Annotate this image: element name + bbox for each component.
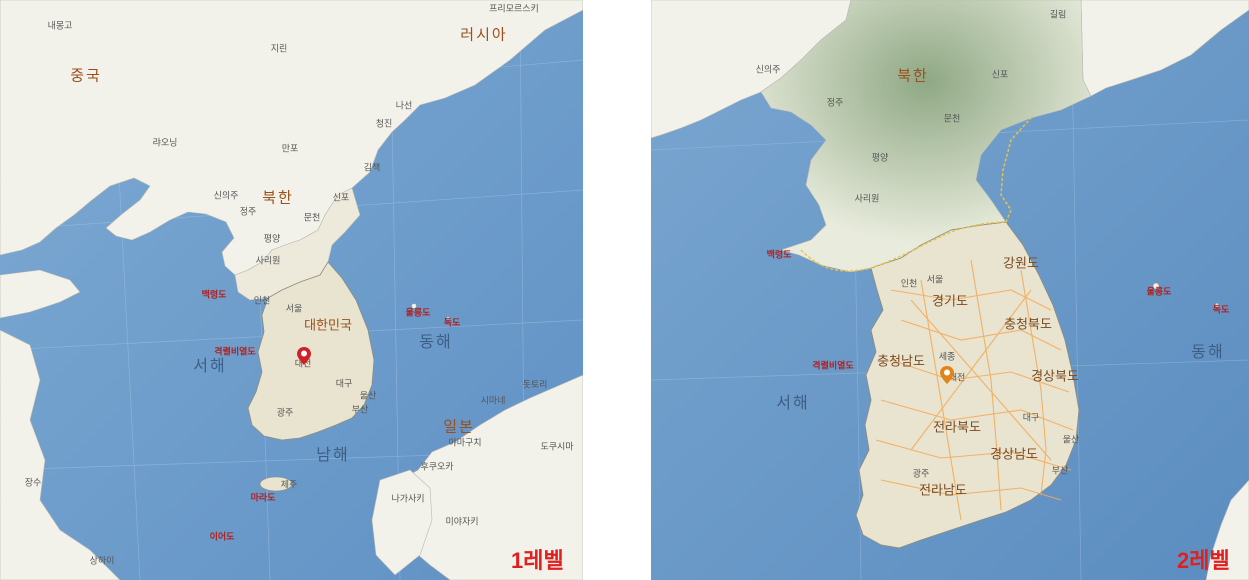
map-label: 대구 <box>335 379 353 390</box>
map-label: 나선 <box>395 101 413 112</box>
map-label: 대전 <box>948 373 966 384</box>
border-line <box>800 117 1032 272</box>
location-pin-icon[interactable] <box>940 366 954 384</box>
map-label: 김책 <box>363 163 381 174</box>
map-label: 북한 <box>897 66 929 85</box>
map-label: 울산 <box>359 391 377 402</box>
map-label: 세종 <box>938 352 956 363</box>
map-label: 나가사키 <box>391 494 425 505</box>
map-label: 청진 <box>375 119 393 130</box>
map-label: 시마네 <box>480 396 506 407</box>
map-label: 상하이 <box>89 556 115 567</box>
map-label: 부산 <box>1051 466 1069 477</box>
map-label: 미야자키 <box>445 517 479 528</box>
map-label: 광주 <box>276 408 294 419</box>
map-label: 길림 <box>1049 10 1067 21</box>
map-label: 서울 <box>285 304 303 315</box>
map-canvas-level-1[interactable] <box>0 0 583 580</box>
japan-land <box>1205 479 1249 580</box>
map-label: 백령도 <box>766 250 792 261</box>
map-label: 동해 <box>1191 342 1225 361</box>
map-label: 대구 <box>1022 413 1040 424</box>
map-label: 울릉도 <box>405 308 431 319</box>
map-panel-level-2[interactable]: 길림 신의주 북한 신포 정주 문천 평양 사리원 백령도 강원도 울릉도 인천… <box>651 0 1249 580</box>
japan-kyushu <box>371 469 433 576</box>
map-label: 강원도 <box>1003 256 1039 272</box>
map-label: 충청남도 <box>877 354 925 370</box>
map-label: 신포 <box>332 193 350 204</box>
location-pin-icon[interactable] <box>297 347 311 365</box>
ulleungdo-dot <box>411 303 417 309</box>
map-label: 광주 <box>912 469 930 480</box>
shandong-peninsula <box>0 269 81 319</box>
map-label: 마라도 <box>250 493 276 504</box>
map-label: 인천 <box>253 296 271 307</box>
map-label: 전라북도 <box>933 420 981 436</box>
map-label: 도쿠시마 <box>540 442 574 453</box>
map-label: 돗토리 <box>522 380 548 391</box>
mainland-china-russia <box>0 0 583 276</box>
map-label: 사리원 <box>255 256 281 267</box>
map-label: 경상남도 <box>990 447 1038 463</box>
map-label: 인천 <box>900 279 918 290</box>
map-label: 제주 <box>280 480 298 491</box>
map-label: 서해 <box>193 356 227 375</box>
map-label: 대전 <box>294 359 312 370</box>
map-label: 부산 <box>351 405 369 416</box>
map-label: 정주 <box>239 207 257 218</box>
map-label: 내몽고 <box>47 21 73 32</box>
jeju-island <box>259 476 293 492</box>
map-label: 이어도 <box>209 532 235 543</box>
map-label: 평양 <box>871 153 889 164</box>
map-label: 신의주 <box>755 65 781 76</box>
map-label: 경기도 <box>932 294 968 310</box>
road-network <box>875 259 1074 521</box>
map-label: 일본 <box>443 417 475 436</box>
ulleungdo-dot <box>1152 282 1160 290</box>
map-label: 서울 <box>926 275 944 286</box>
map-label: 장수 <box>24 478 42 489</box>
map-label: 문천 <box>943 114 961 125</box>
level-label: 1레벨 <box>511 548 564 573</box>
map-label: 전라남도 <box>919 483 967 499</box>
map-label: 남해 <box>316 445 350 464</box>
south-korea-land <box>247 261 375 441</box>
map-label: 만포 <box>281 144 299 155</box>
dokdo-dot <box>1214 302 1220 308</box>
map-label: 프리모르스키 <box>489 4 539 15</box>
map-label: 동해 <box>419 332 453 351</box>
map-panel-level-1[interactable]: 내몽고 프리모르스키 중국 러시아 지린 나선 청진 랴오닝 만포 김책 북한 … <box>0 0 583 580</box>
map-label: 사리원 <box>854 194 880 205</box>
dokdo-dot <box>446 316 450 320</box>
map-label: 경상북도 <box>1031 369 1079 385</box>
map-label: 문천 <box>303 213 321 224</box>
south-korea-land <box>855 221 1080 549</box>
map-label: 격렬비열도 <box>812 361 854 372</box>
map-label: 울산 <box>1062 435 1080 446</box>
map-label: 야마구치 <box>448 438 482 449</box>
map-label: 서해 <box>776 393 810 412</box>
map-label: 랴오닝 <box>152 138 178 149</box>
china-east-coast <box>0 329 121 580</box>
map-label: 평양 <box>263 234 281 245</box>
map-label: 백령도 <box>201 290 227 301</box>
map-label: 대한민국 <box>304 318 352 334</box>
map-label: 지린 <box>270 44 288 55</box>
map-label: 신포 <box>991 70 1009 81</box>
map-label: 러시아 <box>460 25 508 44</box>
map-label: 중국 <box>70 66 102 85</box>
map-label: 충청북도 <box>1004 317 1052 333</box>
level-label: 2레벨 <box>1177 548 1230 573</box>
map-label: 정주 <box>826 98 844 109</box>
map-label: 울릉도 <box>1146 287 1172 298</box>
map-canvas-level-2[interactable] <box>651 0 1249 580</box>
map-label: 후쿠오카 <box>420 462 454 473</box>
map-label: 신의주 <box>213 191 239 202</box>
map-label: 격렬비열도 <box>214 347 256 358</box>
map-label: 독도 <box>443 318 461 329</box>
map-label: 독도 <box>1212 305 1230 316</box>
map-label: 북한 <box>262 188 294 207</box>
